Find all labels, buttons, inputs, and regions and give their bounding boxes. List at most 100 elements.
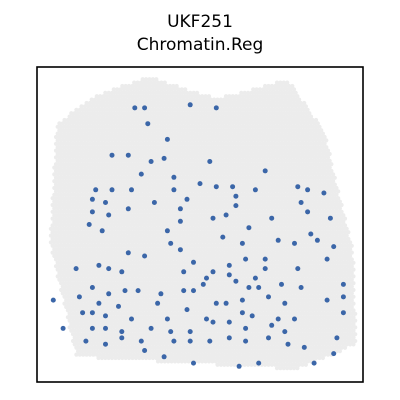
data-point-64	[106, 266, 112, 272]
data-point-76	[122, 288, 128, 294]
chart-title-line-1: UKF251	[167, 12, 233, 32]
data-point-9	[161, 155, 167, 161]
data-point-11	[138, 171, 144, 177]
data-point-104	[204, 316, 209, 322]
data-point-44	[269, 215, 275, 221]
data-point-115	[168, 329, 174, 335]
plot-frame	[36, 66, 364, 383]
data-point-47	[177, 247, 183, 253]
data-point-121	[282, 329, 288, 335]
data-point-118	[226, 319, 232, 325]
data-point-110	[60, 325, 66, 331]
data-point-66	[181, 269, 187, 275]
data-point-85	[158, 291, 164, 297]
data-point-103	[184, 307, 190, 313]
highlight-points	[50, 102, 346, 369]
data-point-13	[262, 168, 268, 174]
data-point-86	[181, 288, 187, 294]
chart-title-line-2: Chromatin.Reg	[136, 35, 264, 55]
data-point-81	[246, 285, 252, 290]
data-point-4	[145, 121, 151, 127]
data-point-92	[239, 297, 245, 303]
data-point-51	[292, 240, 297, 246]
data-point-3	[213, 105, 219, 111]
data-point-73	[340, 281, 346, 287]
data-point-122	[334, 335, 340, 341]
data-point-41	[164, 228, 170, 234]
data-point-18	[129, 187, 134, 193]
data-point-126	[138, 338, 144, 344]
data-point-48	[220, 234, 226, 240]
data-point-88	[116, 303, 121, 309]
data-point-0	[132, 105, 138, 111]
data-point-95	[298, 285, 304, 290]
data-point-49	[239, 240, 245, 246]
data-point-119	[243, 325, 249, 331]
data-point-117	[210, 319, 216, 325]
data-point-30	[89, 209, 95, 215]
data-point-102	[164, 316, 170, 322]
data-point-58	[226, 262, 232, 268]
data-point-39	[86, 222, 92, 227]
data-point-131	[243, 338, 249, 344]
data-point-59	[243, 256, 249, 262]
data-point-20	[213, 184, 219, 190]
data-point-94	[282, 300, 288, 306]
data-point-132	[266, 335, 271, 341]
data-point-65	[119, 269, 125, 275]
data-point-15	[230, 184, 236, 190]
data-point-96	[324, 297, 330, 303]
data-point-130	[226, 335, 232, 341]
data-point-89	[155, 300, 161, 306]
data-point-78	[191, 288, 196, 294]
data-point-124	[103, 341, 108, 347]
data-point-31	[106, 212, 112, 218]
data-point-7	[125, 152, 131, 158]
data-point-42	[177, 218, 183, 224]
data-point-36	[233, 203, 239, 209]
data-point-28	[295, 184, 301, 190]
data-point-38	[305, 209, 311, 215]
data-point-108	[292, 316, 297, 322]
data-point-23	[103, 200, 108, 205]
data-point-123	[83, 338, 89, 344]
data-point-116	[187, 329, 193, 335]
data-point-67	[204, 275, 209, 281]
data-point-22	[89, 196, 95, 202]
data-point-98	[80, 310, 86, 316]
data-point-12	[171, 174, 177, 180]
data-point-105	[239, 310, 245, 316]
data-point-136	[161, 354, 167, 360]
data-point-40	[99, 228, 105, 234]
data-point-90	[213, 300, 219, 306]
data-point-61	[324, 256, 330, 262]
data-point-19	[171, 187, 177, 193]
data-point-16	[93, 187, 99, 193]
data-point-1	[142, 105, 148, 111]
data-point-138	[236, 363, 242, 369]
data-point-74	[89, 285, 95, 290]
data-point-80	[233, 278, 239, 284]
data-point-17	[109, 187, 115, 193]
data-point-100	[103, 313, 108, 319]
data-point-35	[223, 212, 229, 218]
data-point-69	[226, 272, 232, 278]
data-point-97	[50, 297, 56, 303]
data-point-77	[135, 288, 141, 294]
data-point-133	[285, 341, 291, 347]
data-point-114	[148, 325, 154, 331]
data-point-26	[233, 193, 239, 199]
data-point-46	[168, 240, 174, 246]
tissue-background	[48, 77, 358, 371]
data-point-111	[89, 325, 95, 331]
data-point-135	[142, 348, 148, 353]
data-point-107	[275, 316, 281, 322]
data-point-71	[262, 266, 268, 272]
data-point-62	[73, 266, 79, 272]
data-point-14	[197, 181, 203, 187]
data-point-55	[125, 250, 131, 256]
data-point-140	[311, 360, 317, 366]
data-point-75	[106, 291, 112, 297]
data-point-29	[321, 190, 327, 196]
